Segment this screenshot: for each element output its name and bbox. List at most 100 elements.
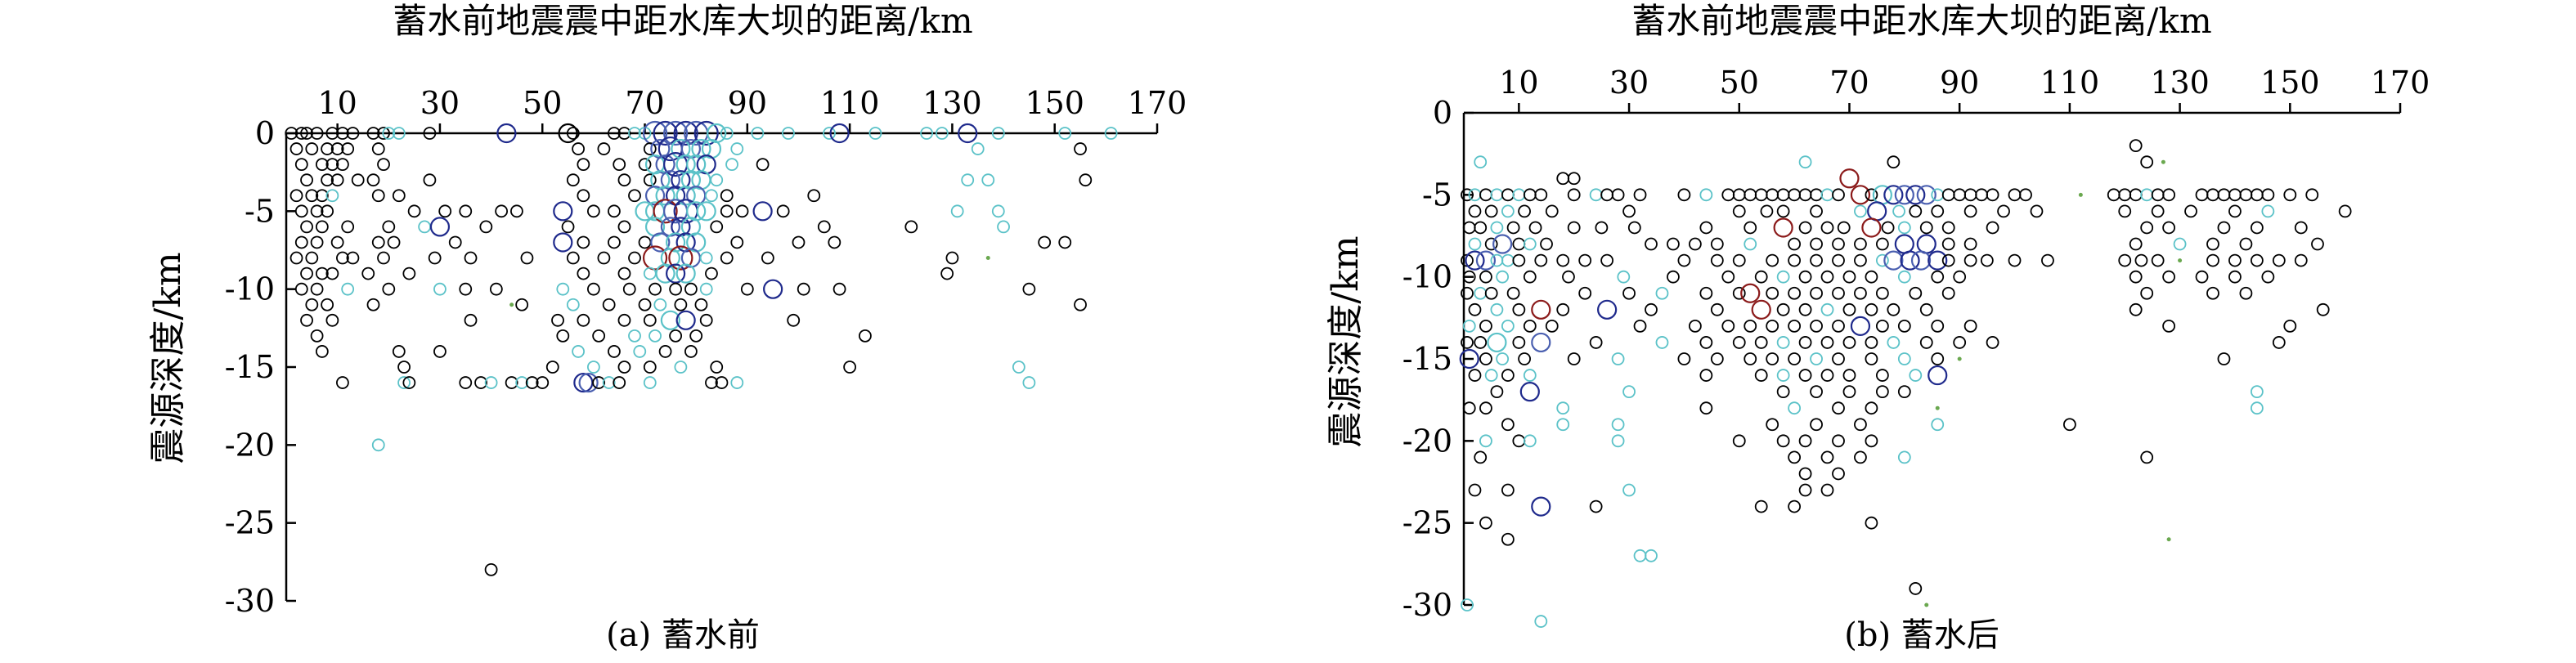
data-point bbox=[397, 376, 411, 389]
data-point bbox=[402, 376, 416, 389]
chart-panel-b: 蓄水前地震震中距水库大坝的距离/km 震源深度/km (b) 蓄水后 10 30 5… bbox=[1288, 0, 2576, 663]
scatter-chart-b: 蓄水前地震震中距水库大坝的距离/km 震源深度/km (b) 蓄水后 10 30 5… bbox=[1325, 1, 2430, 654]
data-point bbox=[940, 267, 954, 280]
data-point bbox=[556, 282, 570, 296]
data-point bbox=[1798, 369, 1812, 382]
data-point bbox=[1744, 319, 1757, 333]
scatter-chart-a: 蓄水前地震震中距水库大坝的距离/km 震源深度/km (a) 蓄水前 10 30 5… bbox=[147, 1, 1187, 654]
data-point bbox=[2161, 159, 2165, 164]
data-point bbox=[602, 376, 616, 389]
data-point bbox=[305, 251, 319, 265]
data-point bbox=[1861, 217, 1882, 238]
chart-title: 蓄水前地震震中距水库大坝的距离/km bbox=[1631, 1, 2211, 41]
data-point bbox=[1832, 237, 1845, 251]
data-point bbox=[642, 245, 668, 271]
data-point bbox=[1506, 221, 1520, 235]
data-point bbox=[1611, 352, 1625, 365]
data-point bbox=[1490, 188, 1504, 202]
data-point bbox=[2206, 286, 2219, 300]
data-point bbox=[336, 158, 349, 172]
data-point bbox=[2140, 286, 2154, 300]
data-point bbox=[1523, 434, 1537, 448]
data-point bbox=[2129, 188, 2143, 202]
data-point bbox=[1545, 204, 1559, 218]
data-point bbox=[1810, 237, 1823, 251]
data-point bbox=[1079, 173, 1093, 187]
data-point bbox=[1820, 188, 1834, 202]
data-point bbox=[2239, 237, 2253, 251]
data-point bbox=[371, 189, 385, 203]
data-point bbox=[423, 173, 437, 187]
data-point bbox=[561, 220, 575, 234]
data-point bbox=[2118, 204, 2132, 218]
data-point bbox=[294, 127, 308, 140]
data-point bbox=[694, 298, 708, 311]
data-point bbox=[1953, 336, 1967, 349]
x-tick-label: 90 bbox=[1940, 65, 1979, 101]
chart-caption: (a) 蓄水前 bbox=[606, 616, 760, 654]
data-point bbox=[300, 173, 313, 187]
data-point bbox=[1710, 302, 1724, 316]
data-point bbox=[1897, 385, 1911, 399]
data-point bbox=[382, 127, 396, 140]
x-tick-label: 50 bbox=[1720, 65, 1759, 101]
data-point bbox=[289, 251, 303, 265]
data-point bbox=[1633, 549, 1647, 562]
data-point bbox=[1788, 319, 1802, 333]
data-point bbox=[341, 220, 355, 234]
data-point bbox=[1479, 401, 1492, 415]
data-point bbox=[1501, 483, 1515, 497]
data-point bbox=[1523, 369, 1537, 382]
data-point bbox=[1788, 499, 1802, 513]
data-point bbox=[1776, 188, 1790, 202]
data-point bbox=[945, 251, 959, 265]
data-point bbox=[608, 235, 621, 249]
y-tick-label: -30 bbox=[1402, 587, 1452, 623]
data-point bbox=[613, 376, 626, 389]
data-point bbox=[1479, 434, 1492, 448]
data-point bbox=[1744, 352, 1757, 365]
data-point bbox=[566, 251, 580, 265]
data-point bbox=[730, 142, 744, 155]
data-point bbox=[1462, 319, 1476, 333]
data-point bbox=[484, 376, 498, 389]
chart-caption: (b) 蓄水后 bbox=[1844, 616, 1999, 654]
data-point bbox=[1820, 221, 1834, 235]
y-tick-label: -10 bbox=[1402, 259, 1452, 295]
data-point bbox=[981, 173, 995, 187]
data-point bbox=[1600, 253, 1614, 267]
data-point bbox=[1589, 499, 1603, 513]
data-point bbox=[1842, 369, 1856, 382]
data-point bbox=[843, 361, 857, 374]
data-point bbox=[2134, 253, 2148, 267]
data-point bbox=[1474, 286, 1488, 300]
data-point bbox=[720, 127, 734, 140]
y-tick-label: -5 bbox=[1422, 177, 1452, 213]
data-point bbox=[510, 204, 523, 218]
data-point bbox=[586, 204, 600, 218]
x-tick-label: 130 bbox=[2150, 65, 2210, 101]
data-point bbox=[572, 142, 585, 155]
data-point bbox=[1633, 319, 1647, 333]
data-point bbox=[1883, 185, 1904, 205]
data-point bbox=[2239, 286, 2253, 300]
y-tick-label: -20 bbox=[1402, 423, 1452, 459]
data-point bbox=[1928, 365, 1948, 386]
data-point bbox=[1474, 221, 1488, 235]
data-point bbox=[321, 298, 334, 311]
data-point bbox=[433, 345, 447, 358]
data-point bbox=[2140, 188, 2154, 202]
data-point bbox=[1931, 188, 1945, 202]
data-point bbox=[1788, 286, 1802, 300]
y-tick-label: -15 bbox=[225, 349, 275, 385]
data-point bbox=[479, 220, 493, 234]
data-point bbox=[1820, 302, 1834, 316]
data-point bbox=[1474, 336, 1488, 349]
data-point bbox=[1523, 270, 1537, 284]
data-point bbox=[1556, 253, 1570, 267]
data-point bbox=[666, 263, 686, 284]
data-point bbox=[515, 376, 529, 389]
data-point bbox=[2272, 336, 2286, 349]
data-point bbox=[2250, 253, 2264, 267]
data-point bbox=[315, 267, 329, 280]
